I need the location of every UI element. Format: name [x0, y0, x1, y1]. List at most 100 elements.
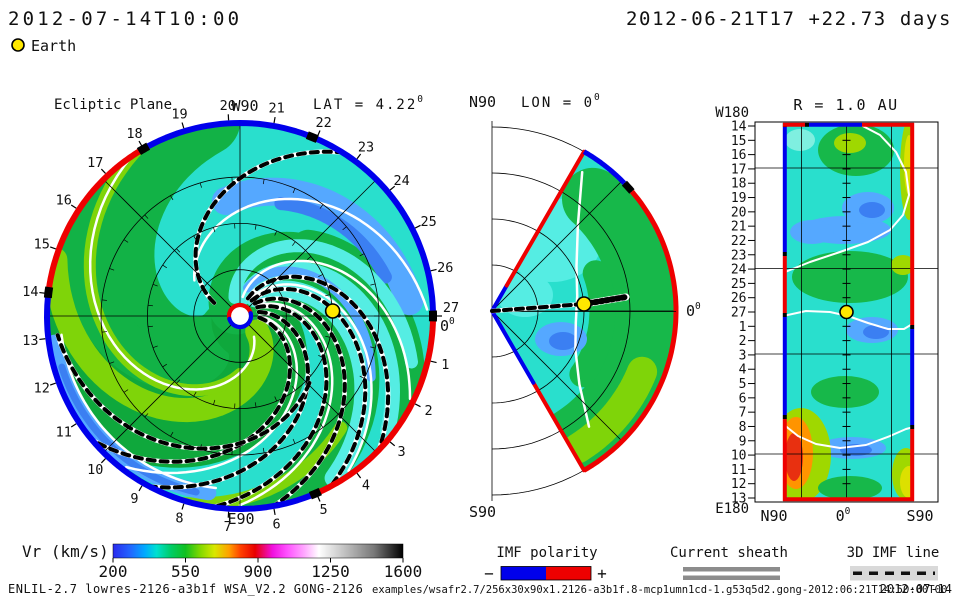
current-sheath-line: [60, 333, 218, 490]
day-label: 22: [315, 115, 331, 131]
radial-title: R = 1.0 AU: [793, 96, 898, 114]
radial-e180-label: E180: [715, 501, 749, 517]
day-label: 9: [130, 491, 138, 507]
day-label: 19: [731, 191, 747, 206]
polarity-arc: [314, 316, 436, 497]
circle-tick: [193, 391, 197, 397]
degree-sup: 0: [417, 94, 425, 105]
current-sheath-contour: [783, 123, 910, 274]
imf-line-label: 3D IMF line: [847, 545, 940, 561]
grid-radius: [491, 310, 623, 442]
grid-radius: [491, 180, 623, 312]
meridional-s90-label: S90: [469, 503, 496, 521]
speed-blob: [792, 251, 908, 303]
polarity-transition-mark: [136, 142, 151, 156]
day-tick: [389, 441, 396, 447]
speed-band: [569, 260, 616, 388]
day-tick: [317, 130, 321, 137]
day-label: 5: [739, 377, 747, 392]
circle-tick: [319, 204, 324, 209]
day-label: 17: [731, 162, 747, 177]
day-label: 2: [739, 334, 747, 349]
radial-n90-label: N90: [760, 507, 787, 525]
circle-tick: [292, 438, 296, 444]
day-label: 24: [731, 263, 747, 278]
speed-blob: [811, 376, 879, 408]
day-tick: [356, 153, 362, 160]
speed-blob: [785, 433, 803, 481]
day-label: 6: [273, 516, 281, 532]
degree-sup: 0: [845, 506, 851, 517]
polarity-edge: [531, 380, 586, 473]
current-sheath-line: [124, 314, 299, 475]
day-label: 2: [425, 403, 433, 419]
day-tick: [100, 458, 106, 464]
colorbar-tick-label: 550: [171, 562, 200, 581]
day-label: 22: [731, 234, 747, 249]
polarity-edge: [504, 149, 586, 288]
current-sheath-line: [238, 302, 334, 507]
polarity-transition-mark: [43, 285, 54, 300]
imf-positive-swatch: [546, 566, 591, 580]
circle-tick: [123, 389, 129, 393]
circle-tick: [213, 399, 216, 405]
degree-sup: 0: [594, 92, 602, 103]
day-tick: [39, 291, 46, 294]
imf-dashed-line: [147, 310, 310, 490]
circle-tick: [359, 253, 365, 257]
colorbar-label: Vr (km/s): [22, 542, 109, 561]
day-label: 13: [22, 333, 38, 349]
day-label: 23: [731, 248, 747, 263]
imf-plus-sign: +: [597, 564, 607, 583]
circle-tick: [292, 188, 296, 194]
current-sheath-line: [241, 259, 412, 401]
day-label: 8: [175, 511, 183, 527]
day-tick: [181, 122, 185, 129]
day-tick: [356, 472, 362, 479]
earth-marker: [324, 303, 341, 319]
degree-sup: 0: [449, 316, 455, 327]
circle-tick: [109, 361, 115, 364]
circle-tick: [318, 355, 323, 358]
day-tick: [317, 495, 321, 502]
circle-tick: [370, 283, 376, 286]
current-sheath-line: [88, 154, 256, 391]
zero-value: 0: [686, 302, 695, 320]
speed-blob: [785, 129, 815, 151]
circle-tick: [342, 401, 347, 406]
degree-sup: 0: [695, 301, 701, 312]
earth-marker: [839, 304, 854, 320]
day-tick: [414, 403, 421, 408]
speed-blob: [834, 133, 866, 153]
radial-s90-label: S90: [906, 507, 933, 525]
imf-minus-sign: −: [484, 564, 494, 583]
imf-polarity-label: IMF polarity: [496, 545, 597, 561]
day-label: 7: [224, 519, 232, 535]
colorbar-tick-label: 1250: [311, 562, 350, 581]
day-tick: [100, 168, 106, 174]
day-label: 8: [739, 420, 747, 435]
polarity-arc: [44, 292, 317, 512]
zero-value: 0: [836, 507, 845, 525]
run-info: ENLIL-2.7 lowres-2126-a3b1f WSA_V2.2 GON…: [8, 582, 363, 596]
day-tick: [389, 185, 396, 191]
day-label: 13: [731, 492, 747, 507]
imf-dashed-line: [90, 315, 293, 464]
current-sheath-contour: [783, 423, 914, 449]
imf-dashed-line: [211, 304, 329, 509]
day-tick: [70, 204, 77, 209]
day-label: 6: [739, 391, 747, 406]
day-label: 16: [56, 193, 72, 209]
day-tick: [273, 116, 276, 124]
day-label: 3: [739, 348, 747, 363]
imf-dashed-line: [252, 296, 347, 509]
day-label: 9: [739, 434, 747, 449]
day-label: 10: [731, 449, 747, 464]
speed-blob: [863, 325, 889, 339]
circle-tick: [199, 444, 202, 450]
circle-tick: [101, 299, 107, 301]
circle-tick: [318, 274, 323, 277]
current-sheath-label: Current sheath: [670, 545, 788, 561]
lat-value: LAT = 4.22: [313, 97, 417, 113]
speed-blob: [900, 466, 914, 498]
